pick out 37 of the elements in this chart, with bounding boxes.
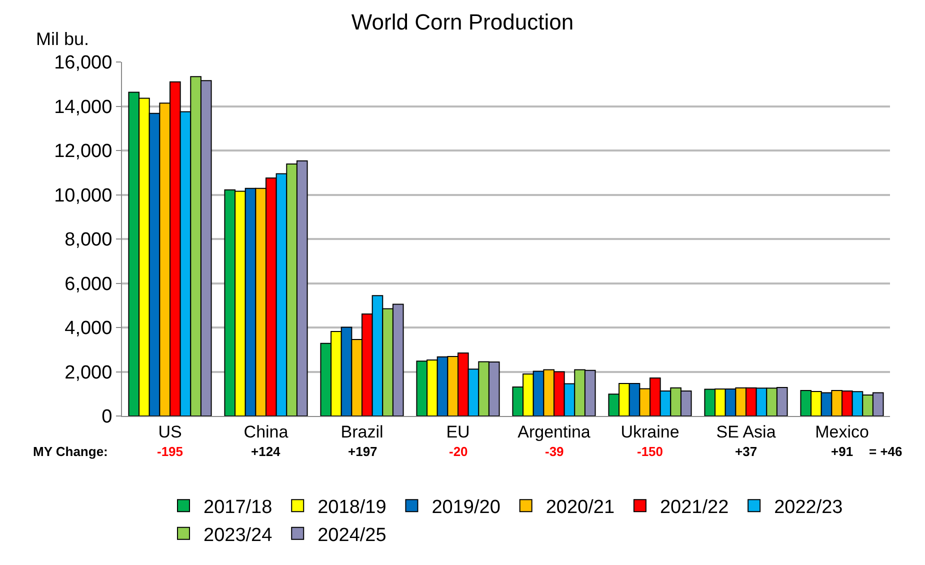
- chart-title: World Corn Production: [351, 10, 574, 35]
- legend-label: 2017/18: [204, 497, 272, 518]
- text: -195: [157, 444, 184, 459]
- y-tick-label: 4,000: [64, 318, 112, 340]
- text: -150: [637, 444, 664, 459]
- text: +124: [251, 444, 282, 459]
- x-tick-label: Argentina: [518, 422, 591, 442]
- text: +197: [348, 444, 378, 459]
- text: +37: [735, 444, 758, 459]
- x-tick-label: EU: [446, 422, 470, 442]
- legend-label: 2023/24: [204, 524, 273, 546]
- text: -20: [449, 444, 468, 459]
- x-tick-label: US: [158, 422, 182, 442]
- legend-label: 2024/25: [318, 524, 386, 546]
- y-tick-label: 14,000: [54, 96, 112, 118]
- y-tick-label: 8,000: [64, 230, 112, 251]
- x-tick-label: Brazil: [340, 422, 384, 442]
- text: = +46: [869, 444, 902, 459]
- legend-label: 2019/20: [432, 497, 500, 518]
- y-tick-label: 0: [102, 406, 112, 428]
- x-tick-label: Ukraine: [620, 422, 680, 442]
- x-tick-label: China: [244, 422, 289, 442]
- legend-label: 2020/21: [546, 497, 615, 518]
- y-tick-label: 12,000: [54, 141, 112, 162]
- y-tick-label: 10,000: [54, 185, 112, 206]
- legend-label: 2021/22: [660, 497, 729, 518]
- text: +91: [831, 444, 854, 459]
- text: -39: [545, 444, 564, 459]
- x-tick-label: SE Asia: [716, 422, 776, 442]
- text: MY Change:: [33, 444, 108, 459]
- legend-label: 2018/19: [318, 497, 386, 518]
- y-tick-label: 16,000: [54, 52, 112, 74]
- legend-label: 2022/23: [774, 497, 843, 518]
- x-tick-label: Mexico: [815, 422, 869, 442]
- y-tick-label: 2,000: [64, 362, 112, 384]
- y-axis-title: Mil bu.: [36, 29, 90, 49]
- y-tick-label: 6,000: [64, 274, 112, 295]
